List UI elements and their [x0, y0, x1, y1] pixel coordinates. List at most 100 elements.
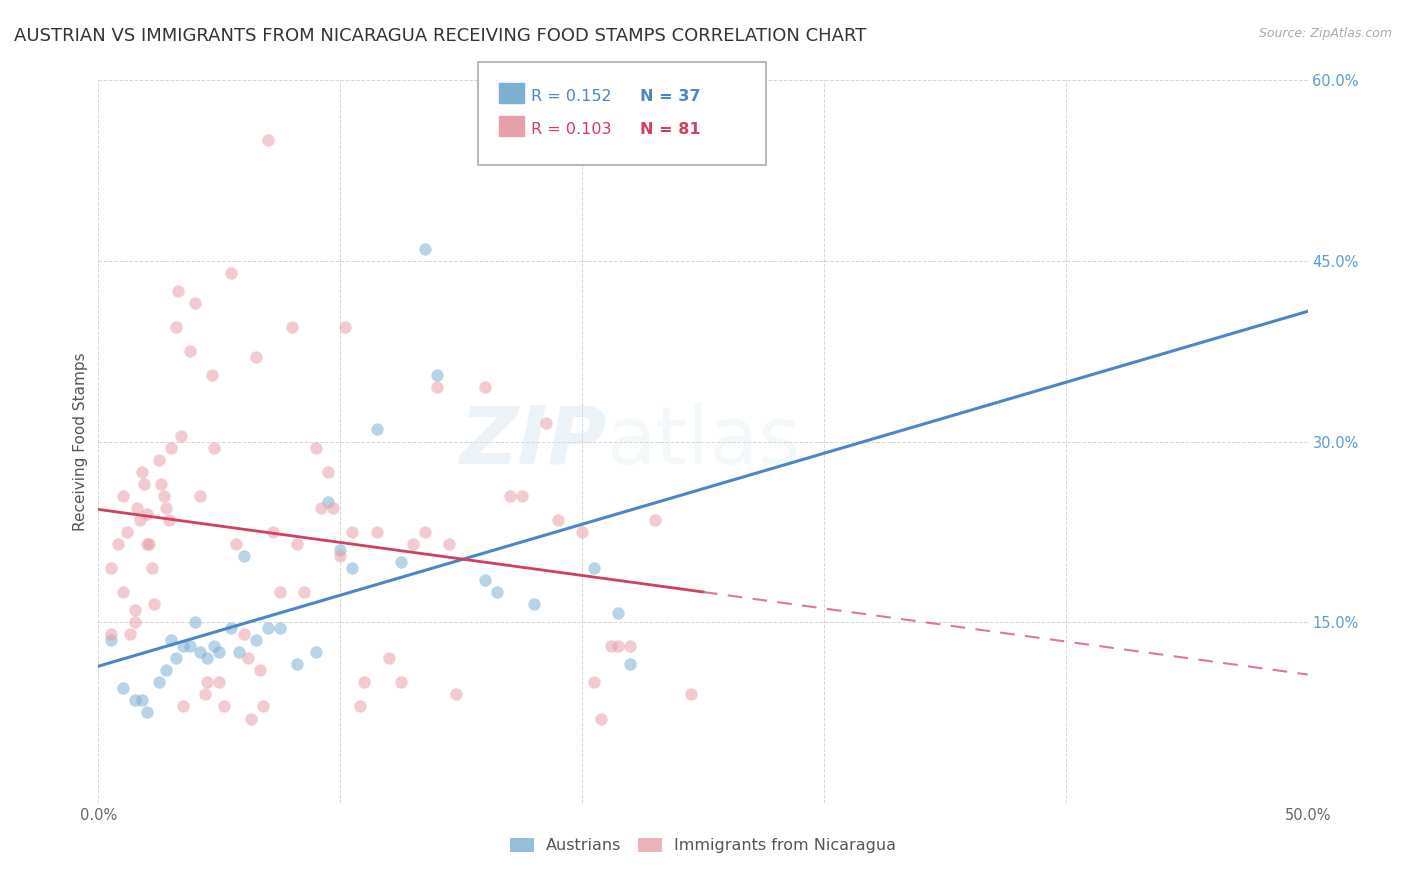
- Point: [269, 585, 291, 599]
- Point: [135, 507, 157, 521]
- Point: [342, 561, 364, 575]
- Point: [619, 639, 641, 653]
- Point: [184, 615, 207, 630]
- Point: [322, 500, 344, 515]
- Point: [474, 573, 496, 587]
- Point: [172, 699, 194, 714]
- Point: [534, 417, 557, 431]
- Point: [195, 675, 218, 690]
- Point: [204, 441, 226, 455]
- Point: [547, 513, 569, 527]
- Point: [124, 603, 146, 617]
- Point: [165, 651, 187, 665]
- Text: ZIP: ZIP: [458, 402, 606, 481]
- Point: [194, 687, 217, 701]
- Point: [305, 441, 328, 455]
- Point: [249, 664, 271, 678]
- Point: [179, 639, 201, 653]
- Point: [169, 428, 191, 442]
- Text: atlas: atlas: [606, 402, 800, 481]
- Point: [309, 500, 332, 515]
- Point: [107, 537, 129, 551]
- Point: [138, 537, 160, 551]
- Legend: Austrians, Immigrants from Nicaragua: Austrians, Immigrants from Nicaragua: [503, 831, 903, 860]
- Point: [160, 441, 183, 455]
- Point: [131, 465, 153, 479]
- Point: [165, 320, 187, 334]
- Point: [141, 561, 163, 575]
- Point: [256, 621, 278, 635]
- Point: [285, 657, 308, 672]
- Point: [366, 524, 388, 539]
- Point: [128, 513, 150, 527]
- Text: Source: ZipAtlas.com: Source: ZipAtlas.com: [1258, 27, 1392, 40]
- Point: [426, 368, 449, 383]
- Point: [221, 621, 243, 635]
- Point: [281, 320, 304, 334]
- Point: [188, 489, 211, 503]
- Point: [155, 500, 177, 515]
- Point: [245, 350, 267, 364]
- Point: [100, 561, 122, 575]
- Point: [486, 585, 509, 599]
- Text: R = 0.103: R = 0.103: [531, 122, 612, 137]
- Point: [571, 524, 593, 539]
- Point: [148, 675, 170, 690]
- Point: [329, 549, 352, 563]
- Point: [124, 615, 146, 630]
- Point: [474, 380, 496, 394]
- Point: [285, 537, 308, 551]
- Point: [152, 489, 174, 503]
- Point: [366, 422, 388, 436]
- Point: [111, 489, 134, 503]
- Point: [402, 537, 425, 551]
- Point: [498, 489, 520, 503]
- Point: [446, 687, 468, 701]
- Point: [204, 639, 226, 653]
- Point: [619, 657, 641, 672]
- Text: N = 37: N = 37: [640, 89, 700, 104]
- Point: [256, 133, 278, 147]
- Point: [426, 380, 449, 394]
- Point: [316, 494, 339, 508]
- Point: [269, 621, 291, 635]
- Point: [124, 693, 146, 707]
- Point: [148, 452, 170, 467]
- Point: [252, 699, 274, 714]
- Point: [413, 242, 436, 256]
- Point: [208, 675, 231, 690]
- Point: [333, 320, 356, 334]
- Point: [607, 639, 630, 653]
- Point: [245, 633, 267, 648]
- Text: N = 81: N = 81: [640, 122, 700, 137]
- Point: [150, 476, 173, 491]
- Point: [208, 645, 231, 659]
- Point: [316, 465, 339, 479]
- Point: [155, 664, 177, 678]
- Point: [188, 645, 211, 659]
- Point: [228, 645, 250, 659]
- Point: [195, 651, 218, 665]
- Point: [232, 627, 254, 641]
- Point: [135, 537, 157, 551]
- Point: [413, 524, 436, 539]
- Point: [679, 687, 702, 701]
- Point: [437, 537, 460, 551]
- Point: [583, 675, 606, 690]
- Point: [644, 513, 666, 527]
- Point: [349, 699, 371, 714]
- Point: [134, 476, 156, 491]
- Point: [172, 639, 194, 653]
- Point: [600, 639, 623, 653]
- Point: [131, 693, 153, 707]
- Point: [184, 296, 207, 310]
- Point: [111, 585, 134, 599]
- Point: [389, 555, 412, 569]
- Point: [100, 627, 122, 641]
- Point: [127, 500, 149, 515]
- Point: [232, 549, 254, 563]
- Y-axis label: Receiving Food Stamps: Receiving Food Stamps: [73, 352, 89, 531]
- Point: [135, 706, 157, 720]
- Point: [143, 597, 166, 611]
- Point: [117, 524, 139, 539]
